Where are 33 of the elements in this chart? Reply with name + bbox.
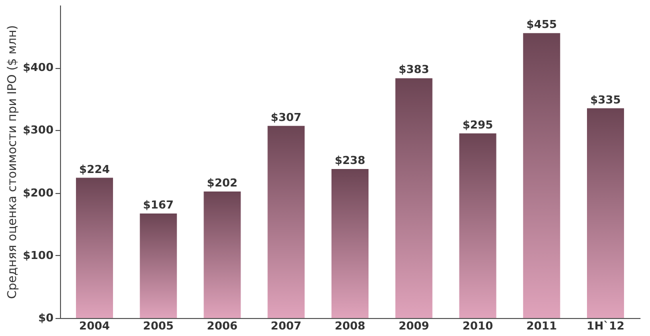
x-tick-label: 2009	[398, 320, 430, 332]
bar	[395, 78, 432, 318]
data-label: $202	[206, 176, 238, 190]
data-label: $455	[526, 18, 557, 32]
x-tick-label: 2010	[462, 320, 494, 332]
x-tick-label: 1H`12	[586, 320, 624, 332]
bar	[523, 33, 560, 318]
data-label: $238	[334, 154, 366, 168]
y-tick-label: $0	[38, 312, 54, 324]
y-axis-title: Средняя оценка стоимости при IPO ($ млн)	[4, 25, 19, 299]
bar	[76, 178, 114, 318]
bar	[268, 126, 305, 318]
bar	[331, 169, 369, 318]
x-tick-label: 2011	[526, 320, 557, 332]
bar	[459, 133, 496, 318]
x-tick-label: 2005	[143, 320, 174, 332]
y-tick-label: $100	[22, 248, 54, 262]
bar	[204, 192, 241, 318]
data-label: $167	[143, 198, 174, 212]
bar	[586, 108, 624, 318]
x-tick-label: 2008	[334, 320, 366, 332]
y-tick-label: $300	[22, 124, 54, 137]
data-label: $335	[590, 93, 621, 106]
x-tick-label: 2007	[270, 320, 302, 332]
y-tick-label: $400	[22, 61, 54, 74]
data-label: $307	[270, 110, 302, 124]
y-tick-label: $200	[22, 186, 54, 200]
data-label: $383	[398, 63, 430, 76]
data-label: $295	[462, 118, 494, 132]
data-label: $224	[79, 162, 110, 176]
x-tick-label: 2004	[79, 320, 110, 332]
x-tick-label: 2006	[206, 320, 238, 332]
bar	[140, 213, 177, 318]
